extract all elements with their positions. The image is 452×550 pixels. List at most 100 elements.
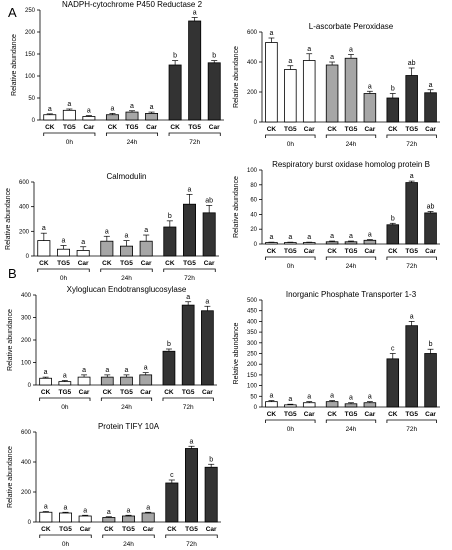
significance-label: a — [193, 9, 197, 16]
significance-label: a — [82, 367, 86, 374]
significance-label: b — [209, 456, 213, 463]
y-tick-label: 500 — [247, 298, 258, 304]
bar — [77, 376, 91, 386]
y-tick-label: 200 — [247, 90, 258, 96]
group-label: 24h — [123, 541, 134, 548]
category-label: TG5 — [405, 126, 418, 133]
bar — [183, 203, 196, 257]
y-axis-label: Relative abundance — [7, 309, 14, 371]
significance-label: a — [307, 46, 311, 53]
bar — [325, 241, 339, 245]
bar — [78, 515, 92, 523]
group-bracket — [386, 134, 437, 138]
bar — [265, 42, 278, 123]
category-label: TG5 — [59, 526, 72, 533]
bar — [265, 242, 278, 245]
chart-4: Xyloglucan Endotransglucosylase 0 100 200 30… — [7, 285, 217, 411]
chart-1: L-ascorbate Peroxidase 0 200 400 600 Relative… — [233, 22, 440, 148]
bar — [302, 242, 316, 245]
category-label: CK — [165, 260, 175, 267]
y-tick-label: 0 — [32, 118, 36, 124]
significance-label: a — [87, 108, 91, 115]
group-bracket — [165, 534, 218, 538]
significance-label: a — [110, 105, 114, 112]
significance-label: ab — [427, 203, 435, 210]
bar — [188, 20, 202, 121]
bar — [39, 377, 52, 386]
bar — [163, 226, 177, 257]
category-label: Car — [80, 526, 91, 533]
significance-label: b — [168, 213, 172, 220]
bar — [405, 325, 418, 408]
y-tick-label: 0 — [254, 405, 258, 411]
bar — [202, 212, 216, 257]
y-tick-label: 40 — [250, 212, 257, 218]
bar — [302, 402, 316, 408]
group-label: 24h — [346, 141, 357, 148]
significance-label: a — [269, 234, 273, 241]
group-label: 0h — [66, 139, 74, 146]
chart-5: Inorganic Phosphate Transporter 1-3 0 50 10… — [233, 290, 440, 433]
y-tick-label: 400 — [19, 205, 30, 211]
group-label: 0h — [62, 541, 70, 548]
significance-label: a — [307, 234, 311, 241]
y-tick-label: 250 — [25, 8, 36, 14]
significance-label: a — [64, 504, 68, 511]
significance-label: a — [349, 47, 353, 54]
bar — [405, 75, 418, 123]
category-label: CK — [267, 411, 277, 418]
category-label: CK — [388, 411, 398, 418]
group-bracket — [163, 268, 216, 272]
category-label: TG5 — [185, 526, 198, 533]
chart-3: Respiratory burst oxidase homolog protei… — [233, 160, 440, 270]
significance-label: a — [81, 239, 85, 246]
group-label: 72h — [189, 139, 200, 146]
category-label: TG5 — [120, 260, 133, 267]
y-tick-label: 250 — [247, 352, 258, 358]
significance-label: a — [307, 394, 311, 401]
significance-label: a — [150, 104, 154, 111]
bar — [424, 92, 437, 123]
significance-label: a — [127, 507, 131, 514]
significance-label: a — [83, 507, 87, 514]
bar — [139, 374, 153, 386]
y-tick-label: 0 — [254, 242, 258, 248]
panel-label-b: B — [8, 266, 17, 281]
category-label: CK — [327, 248, 337, 255]
bar — [100, 240, 114, 257]
significance-label: a — [44, 369, 48, 376]
group-bracket — [386, 256, 437, 260]
significance-label: a — [130, 103, 134, 110]
significance-label: a — [330, 54, 334, 61]
significance-label: a — [105, 228, 109, 235]
bar — [76, 250, 90, 257]
category-label: CK — [102, 260, 112, 267]
category-label: Car — [364, 248, 375, 255]
significance-label: a — [144, 227, 148, 234]
y-tick-label: 100 — [247, 168, 258, 174]
y-axis-label: Relative abundance — [233, 176, 240, 238]
y-axis-label: Relative abundance — [11, 34, 18, 96]
significance-label: a — [67, 101, 71, 108]
chart-0: NADPH-cytochrome P450 Reductase 2 0 50 100 1… — [11, 0, 224, 146]
category-label: Car — [304, 248, 315, 255]
significance-label: a — [125, 367, 129, 374]
chart-title: Respiratory burst oxidase homolog protei… — [272, 160, 430, 169]
bar — [363, 402, 377, 408]
category-label: TG5 — [57, 260, 70, 267]
group-label: 0h — [287, 141, 295, 148]
group-bracket — [265, 134, 316, 138]
chart-6: Protein TIFY 10A 0 200 400 600 Relative abund… — [7, 422, 221, 548]
bar — [344, 403, 358, 408]
bar — [162, 350, 176, 386]
chart-title: Calmodulin — [106, 172, 146, 181]
category-label: Car — [146, 124, 157, 131]
y-tick-label: 200 — [247, 362, 258, 368]
category-label: Car — [140, 389, 151, 396]
significance-label: a — [368, 232, 372, 239]
y-tick-label: 0 — [26, 254, 30, 260]
group-label: 0h — [287, 263, 295, 270]
y-tick-label: 600 — [247, 30, 258, 36]
group-bracket — [100, 268, 153, 272]
